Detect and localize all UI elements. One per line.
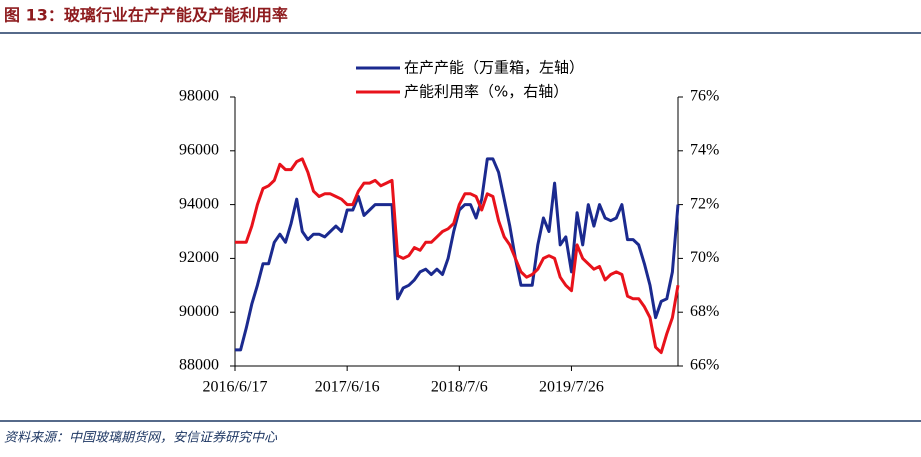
y-tick-label: 96000 bbox=[179, 141, 219, 158]
x-tick-label: 2018/7/6 bbox=[431, 379, 488, 396]
y-tick-label: 88000 bbox=[179, 357, 219, 374]
y2-tick-label: 76% bbox=[690, 88, 719, 105]
y-tick-label: 90000 bbox=[179, 303, 219, 320]
x-tick-label: 2019/7/26 bbox=[539, 379, 604, 396]
source-note: 资料来源：中国玻璃期货网，安信证券研究中心 bbox=[4, 430, 278, 446]
y2-tick-label: 72% bbox=[690, 195, 719, 212]
y-tick-label: 98000 bbox=[179, 88, 219, 105]
y-tick-label: 94000 bbox=[179, 195, 219, 212]
y2-tick-label: 68% bbox=[690, 303, 719, 320]
y2-tick-label: 70% bbox=[690, 249, 719, 266]
series-line bbox=[235, 157, 680, 352]
legend-label: 产能利用率（%，右轴） bbox=[404, 83, 568, 101]
legend-label: 在产产能（万重箱，左轴） bbox=[404, 59, 584, 77]
y2-tick-label: 74% bbox=[690, 141, 719, 158]
y2-tick-label: 66% bbox=[690, 357, 719, 374]
x-tick-label: 2017/6/16 bbox=[315, 379, 380, 396]
series-line bbox=[235, 157, 680, 355]
y-tick-label: 92000 bbox=[179, 249, 219, 266]
x-tick-label: 2016/6/17 bbox=[203, 379, 268, 396]
chart-title: 图 13：玻璃行业在产产能及产能利用率 bbox=[4, 6, 288, 25]
